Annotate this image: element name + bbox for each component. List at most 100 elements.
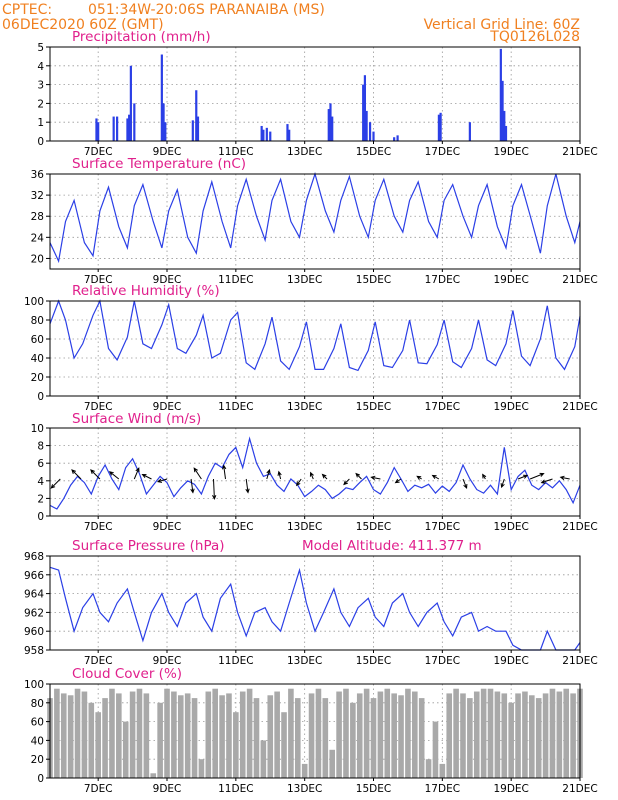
wind-arrow [222,464,227,480]
series-line [49,299,581,372]
y-tick-label: 968 [24,551,44,563]
wind-arrow [277,470,282,480]
wind-arrow [71,469,82,480]
cloud-bar [143,693,150,778]
y-tick-label: 958 [24,645,44,657]
precip-bar [393,137,396,141]
panel-title: Surface Temperature (nC) [72,156,246,172]
cloud-bar [260,740,267,778]
cloud-bar [384,688,391,778]
x-tick-label: 19DEC [493,401,528,413]
precip-bar [501,80,504,141]
cloud-bar [205,691,212,778]
x-tick-label: 17DEC [425,783,460,795]
plot-frame [49,427,581,517]
panel-2: 20 24 28 32 36 7DEC 9DEC 11DEC 13DEC 15DEC 17DEC 19… [31,156,598,286]
x-tick-label: 11DEC [218,521,253,533]
cloud-bar [246,688,253,778]
cloud-bar [460,693,466,778]
plot-frame [49,555,581,651]
x-tick-label: 15DEC [356,274,391,286]
cloud-bar [54,688,60,778]
precip-bar [327,109,330,141]
cloud-bar [563,688,570,778]
cloud-bar [184,693,191,778]
wind-arrow [90,469,101,480]
cloud-bar [535,698,542,778]
panel-title: Precipitation (mm/h) [72,29,211,45]
cloud-bar [556,691,563,778]
wind-arrow [517,474,529,480]
y-tick-label: 28 [31,211,44,223]
wind-arrow [156,478,168,483]
cloud-bar [549,688,556,778]
x-tick-label: 17DEC [425,146,460,158]
cloud-bar [102,698,108,778]
cloud-bar [67,695,74,778]
wind-arrow [50,478,61,489]
precip-bar [288,129,291,141]
x-tick-label: 11DEC [218,274,253,286]
panel-4: 0 2 4 6 8 10 7DEC 9DEC 11DEC 13DEC 15DEC 17DEC 19DEC… [31,411,598,533]
y-tick-label: 0 [37,391,44,403]
precip-bar [116,116,119,141]
wind-arrow [141,473,152,480]
cloud-bar [171,691,177,778]
y-tick-label: 60 [31,717,44,729]
cloud-bar [453,688,459,778]
x-tick-label: 15DEC [356,146,391,158]
wind-arrow [529,472,545,480]
cloud-bar [198,759,205,778]
x-tick-label: 11DEC [218,401,253,413]
cloud-bar [336,691,342,778]
cloud-bar [329,749,336,778]
cloud-bar [487,688,494,778]
x-tick-label: 15DEC [356,783,391,795]
cloud-bar [473,691,480,778]
precip-bar [164,122,167,141]
precip-bar [468,122,471,141]
precip-bar [160,54,163,141]
y-tick-label: 3 [37,80,44,92]
plot-frame [49,46,581,142]
cloud-bar [177,695,184,778]
y-tick-label: 40 [31,735,44,747]
cloud-bar [467,698,473,778]
header-code: TQ0126L028 [489,29,580,45]
y-tick-label: 6 [37,458,44,470]
x-tick-label: 19DEC [493,783,528,795]
cloud-bar [377,691,384,778]
cloud-bar [570,693,576,778]
y-tick-label: 0 [37,136,44,148]
y-tick-label: 20 [31,253,44,265]
cloud-bar [425,759,432,778]
plot-frame [49,683,581,779]
x-tick-label: 9DEC [153,783,182,795]
y-tick-label: 80 [31,698,44,710]
cloud-bar [88,702,95,778]
series-line [49,436,581,510]
y-tick-label: 964 [24,589,44,601]
cloud-bar [522,691,528,778]
cloud-bar [191,698,198,778]
cloud-bar [60,693,67,778]
cloud-bar [343,688,349,778]
y-tick-label: 100 [24,296,44,308]
wind-arrow [296,478,302,487]
y-tick-label: 100 [24,679,44,691]
cloud-bar [109,688,115,778]
x-tick-label: 21DEC [562,655,597,667]
precip-bar [363,75,367,141]
x-tick-label: 17DEC [425,521,460,533]
panel-title: Surface Wind (m/s) [72,411,201,427]
cloud-bar [122,721,129,778]
wind-arrow [190,478,195,494]
x-tick-label: 21DEC [562,783,597,795]
x-tick-label: 17DEC [425,274,460,286]
wind-arrow [193,467,202,480]
y-tick-label: 966 [24,570,44,582]
precip-bar [362,84,365,141]
x-tick-label: 13DEC [287,146,322,158]
panel-title: Relative Humidity (%) [72,283,220,299]
